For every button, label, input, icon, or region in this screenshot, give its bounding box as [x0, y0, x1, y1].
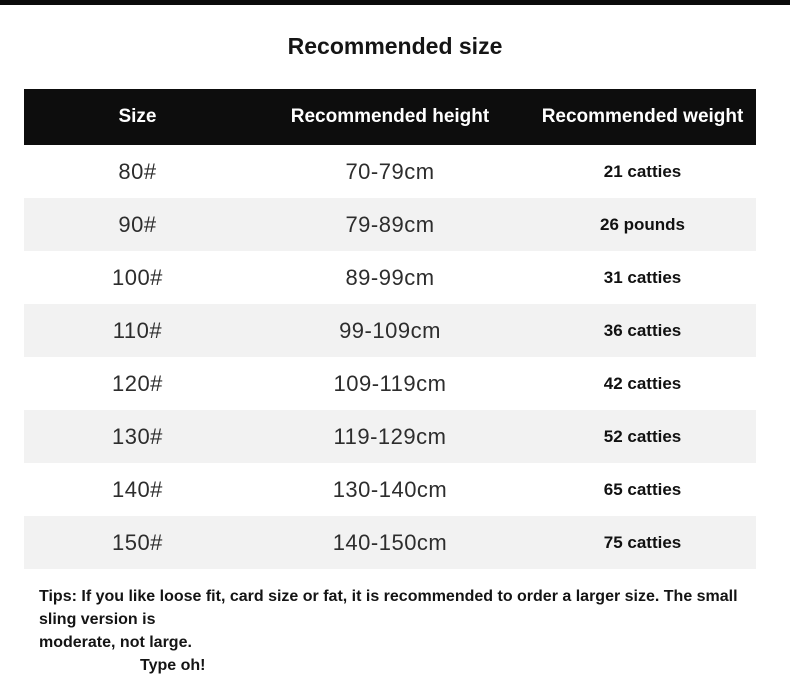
- tips-line: moderate, not large.: [39, 634, 192, 651]
- header-cell-size: Size: [118, 106, 157, 127]
- height-cell: 89-99cm: [345, 264, 435, 290]
- table-row: 120# 109-119cm 42 catties: [24, 357, 756, 410]
- size-cell: 80#: [118, 158, 157, 184]
- weight-cell: 42 catties: [603, 373, 682, 393]
- table-row: 150# 140-150cm 75 catties: [24, 516, 756, 569]
- size-cell: 110#: [112, 317, 163, 343]
- height-cell: 109-119cm: [333, 370, 447, 396]
- table-row: 130# 119-129cm 52 catties: [24, 410, 756, 463]
- size-table: Size Recommended height Recommended weig…: [24, 89, 756, 569]
- page-title: Recommended size: [287, 33, 503, 59]
- size-cell: 150#: [111, 529, 163, 555]
- height-cell: 79-89cm: [345, 211, 435, 237]
- table-header-row: Size Recommended height Recommended weig…: [24, 89, 756, 145]
- table-row: 100# 89-99cm 31 catties: [24, 251, 756, 304]
- weight-cell: 26 pounds: [600, 214, 686, 234]
- weight-cell: 36 catties: [603, 320, 682, 340]
- weight-cell: 65 catties: [603, 479, 682, 499]
- header-cell-height: Recommended height: [290, 106, 490, 127]
- height-cell: 119-129cm: [333, 423, 447, 449]
- height-cell: 130-140cm: [332, 476, 448, 502]
- table-row: 110# 99-109cm 36 catties: [24, 304, 756, 357]
- tips-line: Tips: If you like loose fit, card size o…: [39, 588, 738, 628]
- weight-cell: 31 catties: [603, 267, 682, 287]
- tips-line: Type oh!: [140, 657, 206, 674]
- table-row: 90# 79-89cm 26 pounds: [24, 198, 756, 251]
- top-border-bar: [0, 0, 790, 5]
- height-cell: 70-79cm: [345, 158, 435, 184]
- weight-cell: 75 catties: [603, 532, 682, 552]
- table-row: 140# 130-140cm 65 catties: [24, 463, 756, 516]
- height-cell: 99-109cm: [339, 317, 441, 343]
- size-cell: 120#: [111, 370, 163, 396]
- table-row: 80# 70-79cm 21 catties: [24, 145, 756, 198]
- size-cell: 100#: [111, 264, 163, 290]
- weight-cell: 21 catties: [603, 161, 682, 181]
- header-cell-weight: Recommended weight: [541, 106, 744, 127]
- size-cell: 140#: [111, 476, 163, 502]
- size-cell: 90#: [118, 211, 157, 237]
- weight-cell: 52 catties: [603, 426, 682, 446]
- tips-note: Tips: If you like loose fit, card size o…: [39, 585, 759, 677]
- height-cell: 140-150cm: [332, 529, 448, 555]
- size-cell: 130#: [111, 423, 163, 449]
